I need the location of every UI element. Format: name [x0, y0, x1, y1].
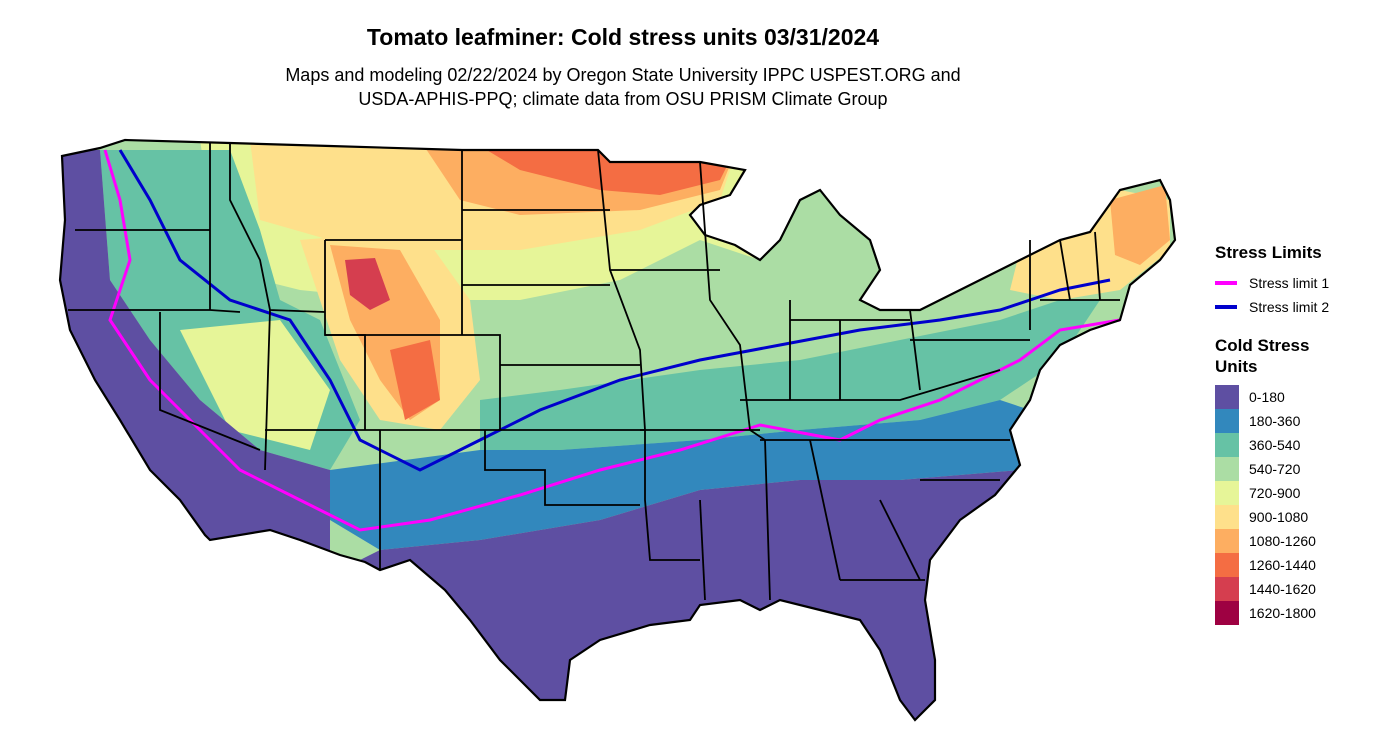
cold-stress-units-title: Cold Stress Units — [1215, 336, 1310, 376]
map-title: Tomato leafminer: Cold stress units 03/3… — [366, 24, 880, 50]
border-vt-nh — [1059, 239, 1071, 301]
units-swatch — [1215, 385, 1239, 409]
stress-limit-2-label: Stress limit 2 — [1249, 299, 1330, 315]
band-1080-1260-maine — [1110, 185, 1170, 265]
units-label: 1440-1620 — [1249, 581, 1316, 597]
units-label: 360-540 — [1249, 437, 1301, 453]
stress-limit-1-item: Stress limit 1 — [1215, 271, 1395, 295]
band-1440-1620-wyoming — [345, 258, 390, 310]
stress-limits-title: Stress Limits — [1215, 243, 1322, 262]
units-item: 180-360 — [1215, 409, 1395, 433]
state-borders — [68, 143, 1120, 601]
units-label: 1620-1800 — [1249, 605, 1316, 621]
units-swatch — [1215, 457, 1239, 481]
units-label: 540-720 — [1249, 461, 1301, 477]
border-oh-pa — [909, 309, 921, 391]
units-label: 180-360 — [1249, 413, 1301, 429]
subtitle-line-1: Maps and modeling 02/22/2024 by Oregon S… — [285, 65, 961, 85]
border-al-ga — [809, 439, 841, 581]
units-label: 1260-1440 — [1249, 557, 1316, 573]
legend: Stress Limits Stress limit 1 Stress limi… — [1215, 242, 1395, 625]
border-ms-al — [764, 439, 771, 601]
units-item: 1260-1440 — [1215, 553, 1395, 577]
subtitle-line-2: USDA-APHIS-PPQ; climate data from OSU PR… — [358, 89, 888, 109]
stress-limit-1-swatch — [1215, 281, 1237, 285]
border-la-ms — [699, 499, 706, 601]
units-item: 720-900 — [1215, 481, 1395, 505]
units-item: 0-180 — [1215, 385, 1395, 409]
units-swatch — [1215, 577, 1239, 601]
border-nh-me — [1094, 231, 1101, 301]
units-label: 0-180 — [1249, 389, 1285, 405]
stress-limit-2-item: Stress limit 2 — [1215, 295, 1395, 319]
units-item: 900-1080 — [1215, 505, 1395, 529]
band-1260-1440-colorado — [390, 340, 440, 420]
units-swatch — [1215, 553, 1239, 577]
units-swatch — [1215, 481, 1239, 505]
units-label: 1080-1260 — [1249, 533, 1316, 549]
units-swatch — [1215, 601, 1239, 625]
units-item: 1620-1800 — [1215, 601, 1395, 625]
units-item: 360-540 — [1215, 433, 1395, 457]
units-label: 720-900 — [1249, 485, 1301, 501]
border-wy-co-ne — [325, 334, 501, 430]
units-swatch-list: 0-180 180-360 360-540 540-720 720-900 90… — [1215, 385, 1395, 625]
border-nv-ut — [264, 309, 271, 471]
border-ky-va — [740, 369, 1001, 401]
map-subtitle: Maps and modeling 02/22/2024 by Oregon S… — [0, 63, 1246, 111]
border-wi-il — [699, 161, 766, 441]
band-180-360-south — [330, 400, 1030, 550]
units-swatch — [1215, 409, 1239, 433]
border-id-mt — [229, 143, 326, 313]
border-ca-nv — [159, 312, 261, 451]
border-or-ca-nv — [68, 309, 241, 313]
stress-limit-2-swatch — [1215, 305, 1237, 309]
units-item: 1440-1620 — [1215, 577, 1395, 601]
units-item: 540-720 — [1215, 457, 1395, 481]
band-720-900-greatbasin — [180, 320, 330, 450]
stress-limit-2-contour — [118, 149, 1111, 472]
units-swatch — [1215, 529, 1239, 553]
units-item: 1080-1260 — [1215, 529, 1395, 553]
units-swatch — [1215, 433, 1239, 457]
units-swatch — [1215, 505, 1239, 529]
border-ga-sc — [879, 499, 921, 581]
stress-limit-1-label: Stress limit 1 — [1249, 275, 1330, 291]
us-outline — [58, 138, 1177, 722]
border-ok-tx — [484, 430, 640, 506]
units-label: 900-1080 — [1249, 509, 1309, 525]
stress-limit-1-contour — [103, 149, 1121, 532]
